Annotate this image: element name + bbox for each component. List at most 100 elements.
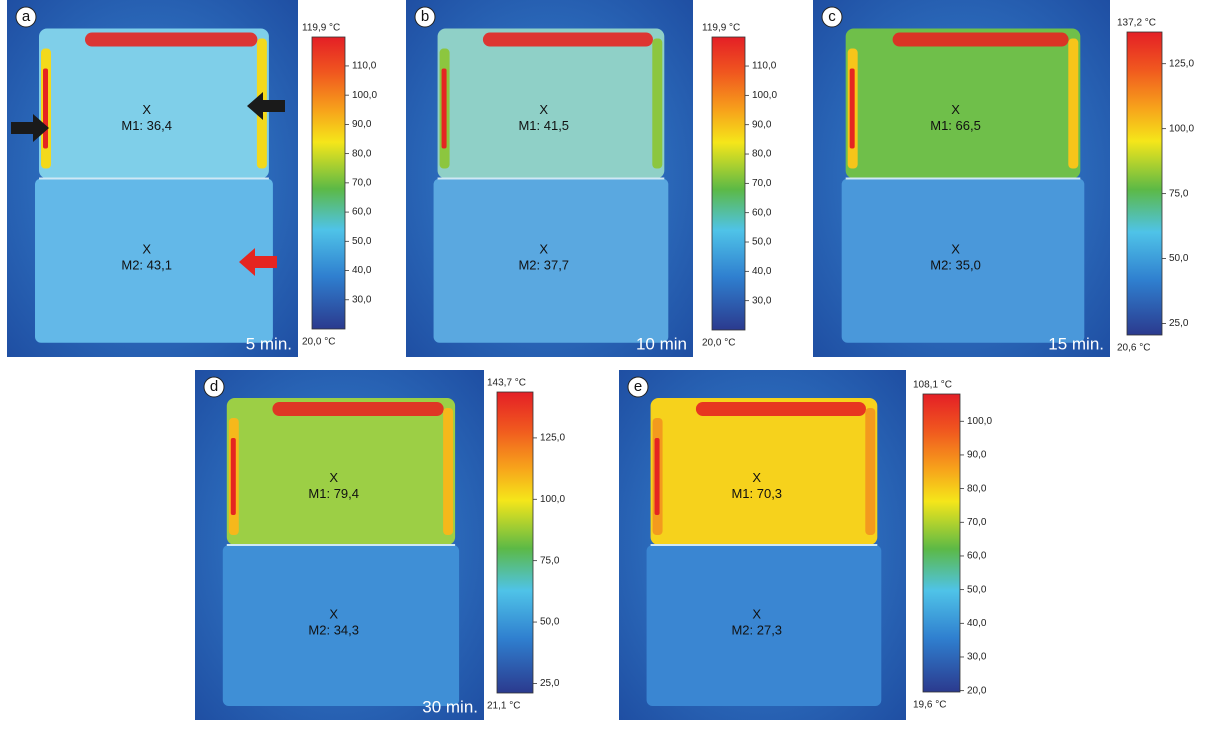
marker-symbol: X — [951, 102, 960, 117]
time-label: 30 min. — [422, 697, 478, 716]
marker-label: M2: 27,3 — [731, 622, 782, 637]
marker-label: M1: 66,5 — [930, 118, 981, 133]
panel-letter: c — [828, 8, 836, 25]
hot-right — [1068, 38, 1079, 169]
tick-label: 110,0 — [352, 61, 377, 72]
tick-label: 50,0 — [540, 617, 560, 628]
tick-label: 50,0 — [967, 584, 987, 595]
tick-label: 125,0 — [1169, 58, 1194, 69]
tick-label: 25,0 — [540, 678, 560, 689]
hot-left-core — [441, 68, 447, 149]
scale-min: 20,0 °C — [702, 338, 735, 349]
panel-letter-badge — [15, 6, 37, 28]
object-lower — [646, 545, 882, 706]
scale-min: 19,6 °C — [913, 700, 946, 711]
tick-label: 125,0 — [540, 433, 565, 444]
tick-label: 60,0 — [352, 207, 372, 218]
tick-label: 40,0 — [352, 265, 372, 276]
hot-top — [482, 32, 653, 47]
marker-label: M2: 37,7 — [518, 257, 569, 272]
marker-symbol: X — [142, 102, 151, 117]
hot-left-core — [654, 438, 660, 515]
marker-label: M1: 70,3 — [731, 486, 782, 501]
object-upper — [650, 398, 878, 545]
marker-symbol: X — [752, 606, 761, 621]
marker-label: M2: 43,1 — [121, 257, 172, 272]
colorbar — [711, 36, 746, 331]
marker-symbol: X — [329, 606, 338, 621]
panel-letter: e — [634, 378, 642, 395]
scale-min: 21,1 °C — [487, 701, 520, 712]
panel-letter: b — [421, 8, 429, 25]
scale-max: 108,1 °C — [913, 380, 952, 391]
hot-left-core — [43, 68, 49, 149]
tick-label: 70,0 — [967, 517, 987, 528]
marker-symbol: X — [539, 102, 548, 117]
panel-letter-badge — [821, 6, 843, 28]
tick-label: 50,0 — [352, 236, 372, 247]
object-lower — [433, 178, 669, 343]
marker-label: M2: 34,3 — [308, 622, 359, 637]
object-lower — [35, 178, 273, 343]
tick-label: 110,0 — [752, 61, 777, 72]
tick-label: 80,0 — [352, 148, 372, 159]
tick-label: 60,0 — [967, 551, 987, 562]
time-label: 15 min. — [1048, 334, 1104, 353]
tick-label: 40,0 — [752, 266, 772, 277]
object-upper — [39, 28, 269, 179]
panel-letter-badge — [414, 6, 436, 28]
marker-label: M1: 79,4 — [308, 486, 359, 501]
tick-label: 100,0 — [540, 494, 565, 505]
tick-label: 90,0 — [352, 119, 372, 130]
tick-label: 30,0 — [752, 295, 772, 306]
tick-label: 25,0 — [1169, 318, 1189, 329]
panel-letter: d — [210, 378, 218, 395]
tick-label: 100,0 — [352, 90, 377, 101]
colorbar — [922, 393, 961, 693]
time-label: 10 min — [636, 334, 687, 353]
tick-label: 90,0 — [967, 450, 987, 461]
tick-label: 70,0 — [752, 178, 772, 189]
marker-label: M1: 41,5 — [518, 118, 569, 133]
hot-right — [652, 38, 663, 169]
hot-top — [695, 402, 866, 416]
tick-label: 40,0 — [967, 618, 987, 629]
hot-top — [892, 32, 1069, 47]
object-lower — [222, 545, 460, 706]
object-lower — [841, 178, 1085, 343]
marker-label: M2: 35,0 — [930, 257, 981, 272]
hot-top — [84, 32, 258, 47]
marker-symbol: X — [539, 241, 548, 256]
tick-label: 90,0 — [752, 119, 772, 130]
tick-label: 100,0 — [752, 90, 777, 101]
object-upper — [226, 398, 456, 545]
hot-right — [865, 408, 876, 535]
arrow — [11, 114, 49, 142]
hot-top — [272, 402, 444, 416]
scale-min: 20,0 °C — [302, 337, 335, 348]
colorbar — [311, 36, 346, 330]
hot-left-core — [849, 68, 855, 149]
panel-letter-badge — [203, 376, 225, 398]
time-label: 5 min. — [246, 334, 292, 353]
marker-label: M1: 36,4 — [121, 118, 172, 133]
arrow — [239, 248, 277, 276]
tick-label: 80,0 — [752, 149, 772, 160]
hot-right — [443, 408, 454, 535]
scale-max: 143,7 °C — [487, 378, 526, 389]
arrow — [247, 92, 285, 120]
colorbar — [1126, 31, 1163, 336]
tick-label: 30,0 — [352, 294, 372, 305]
scale-max: 119,9 °C — [302, 23, 340, 34]
object-upper — [437, 28, 665, 179]
marker-symbol: X — [752, 470, 761, 485]
tick-label: 75,0 — [540, 555, 560, 566]
tick-label: 50,0 — [1169, 253, 1189, 264]
tick-label: 50,0 — [752, 237, 772, 248]
